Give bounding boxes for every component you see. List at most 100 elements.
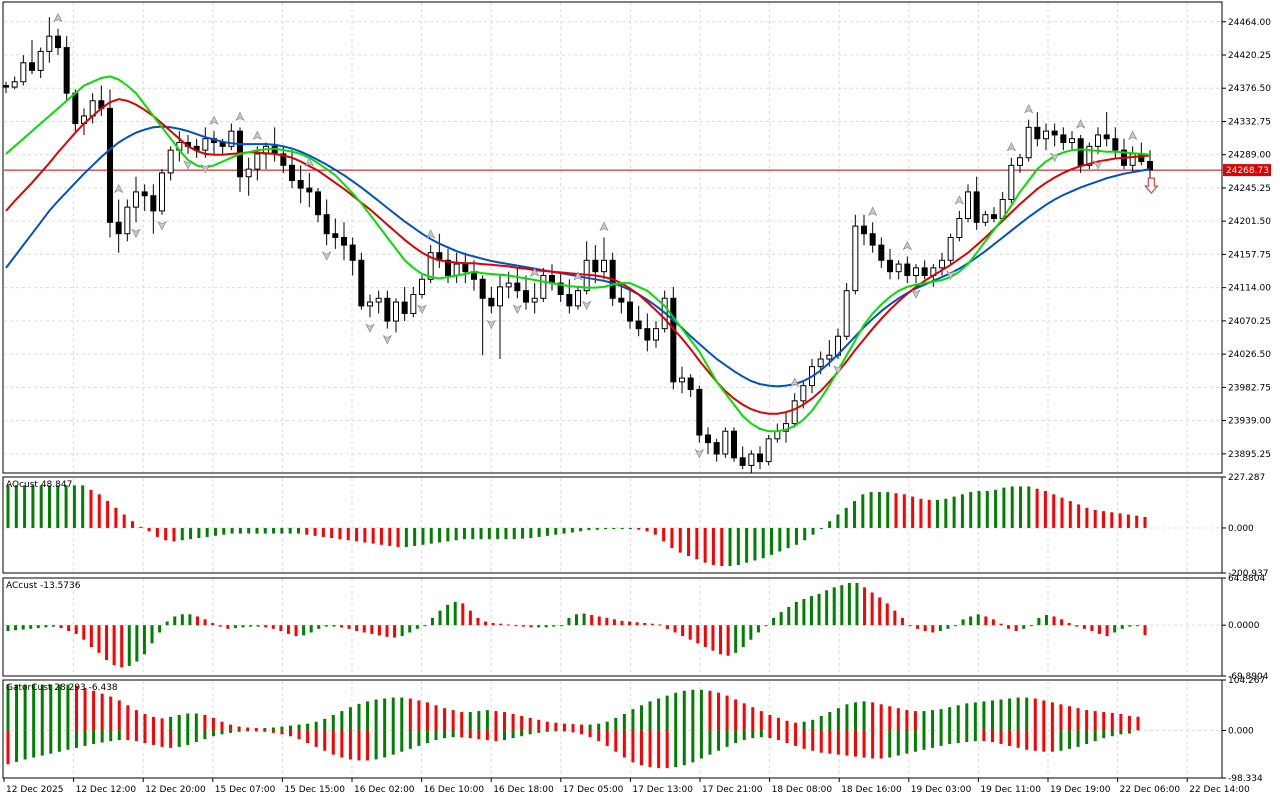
candle[interactable] (566, 293, 573, 307)
candle[interactable] (1025, 126, 1032, 159)
candle[interactable] (3, 85, 9, 88)
candle[interactable] (150, 195, 157, 212)
candle[interactable] (479, 278, 486, 299)
candle[interactable] (133, 191, 139, 208)
candle[interactable] (1017, 157, 1023, 166)
candle[interactable] (895, 263, 902, 273)
candle[interactable] (991, 214, 997, 220)
candle[interactable] (315, 191, 321, 216)
candle[interactable] (63, 47, 70, 94)
candle[interactable] (653, 328, 659, 341)
candle[interactable] (115, 221, 122, 235)
candle[interactable] (46, 35, 53, 52)
candle[interactable] (349, 244, 356, 261)
candle[interactable] (774, 430, 781, 440)
candle[interactable] (1077, 138, 1084, 166)
candle[interactable] (159, 172, 165, 212)
candle[interactable] (869, 233, 876, 246)
candle[interactable] (280, 153, 287, 166)
candle[interactable] (11, 81, 18, 88)
candle[interactable] (1034, 126, 1041, 140)
candle[interactable] (644, 328, 651, 341)
candle[interactable] (306, 187, 313, 193)
candle[interactable] (228, 130, 235, 147)
candle[interactable] (956, 218, 963, 239)
candle[interactable] (826, 354, 833, 360)
candle[interactable] (965, 191, 971, 220)
candle[interactable] (488, 297, 495, 307)
candle[interactable] (401, 301, 408, 314)
candle[interactable] (679, 377, 685, 383)
candle[interactable] (852, 225, 859, 292)
candle[interactable] (20, 62, 27, 83)
candle[interactable] (367, 301, 373, 307)
candle[interactable] (722, 430, 729, 455)
candle[interactable] (1060, 134, 1067, 144)
candle[interactable] (791, 400, 798, 425)
candle[interactable] (289, 164, 295, 182)
candle[interactable] (748, 453, 755, 466)
candle[interactable] (670, 297, 677, 383)
candle[interactable] (575, 290, 581, 307)
candle[interactable] (419, 278, 425, 295)
candle[interactable] (358, 259, 365, 307)
candle[interactable] (167, 149, 174, 174)
candle[interactable] (1112, 138, 1119, 151)
candle[interactable] (453, 263, 460, 276)
candle[interactable] (800, 385, 807, 402)
candle[interactable] (505, 282, 512, 288)
candle[interactable] (739, 457, 746, 466)
candle[interactable] (705, 434, 711, 444)
candle[interactable] (1086, 145, 1093, 166)
candle[interactable] (55, 35, 61, 49)
candle[interactable] (1008, 164, 1015, 201)
candle[interactable] (410, 293, 417, 314)
candle[interactable] (731, 430, 737, 459)
candle[interactable] (202, 138, 209, 151)
candle[interactable] (887, 259, 893, 273)
candle[interactable] (913, 267, 919, 276)
candle[interactable] (393, 301, 399, 322)
candle[interactable] (1051, 130, 1058, 136)
candle[interactable] (1043, 130, 1049, 140)
candle[interactable] (1129, 153, 1136, 166)
candle[interactable] (531, 297, 538, 303)
candle[interactable] (843, 290, 850, 337)
candle[interactable] (783, 423, 789, 432)
candle[interactable] (696, 388, 703, 436)
candle[interactable] (141, 191, 148, 197)
candle[interactable] (757, 453, 763, 463)
candle[interactable] (947, 237, 954, 261)
candle[interactable] (904, 263, 911, 276)
candle[interactable] (341, 237, 347, 246)
candle[interactable] (817, 358, 824, 368)
candle[interactable] (1069, 138, 1075, 144)
candle[interactable] (427, 252, 434, 280)
candle[interactable] (878, 244, 885, 261)
candle[interactable] (861, 225, 867, 235)
candle[interactable] (601, 259, 607, 273)
candle[interactable] (332, 233, 339, 239)
candle[interactable] (245, 168, 252, 178)
candle[interactable] (514, 282, 521, 292)
candle[interactable] (445, 259, 451, 276)
candle[interactable] (37, 50, 44, 71)
candle[interactable] (29, 62, 35, 71)
candle[interactable] (462, 263, 469, 273)
candle[interactable] (1095, 134, 1101, 147)
candle[interactable] (765, 438, 772, 463)
candle[interactable] (713, 442, 720, 455)
candle[interactable] (254, 153, 261, 170)
candle[interactable] (687, 377, 694, 390)
candle[interactable] (618, 297, 625, 303)
candle[interactable] (124, 206, 131, 235)
candle[interactable] (297, 180, 304, 189)
candle[interactable] (1103, 134, 1110, 140)
candle[interactable] (72, 92, 79, 125)
candle[interactable] (384, 297, 391, 322)
candle[interactable] (939, 259, 945, 269)
candle[interactable] (627, 301, 633, 322)
candle[interactable] (323, 214, 330, 235)
